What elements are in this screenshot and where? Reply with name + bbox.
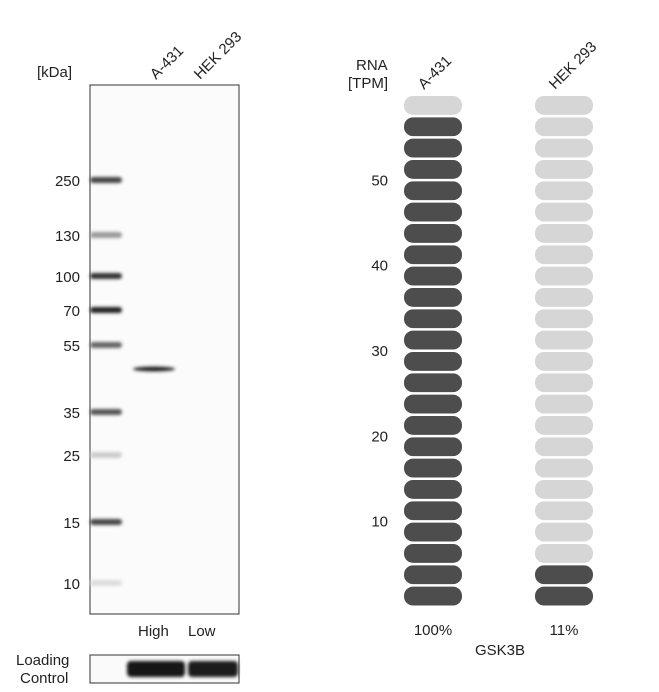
rna-pill (535, 565, 593, 585)
y-tick-label: 50 (371, 172, 388, 189)
rna-pill (404, 288, 462, 307)
rna-pill (535, 96, 593, 115)
rna-pill (404, 437, 462, 457)
loading-label: Loading (16, 652, 69, 669)
ladder-band (90, 177, 122, 183)
rna-pill (535, 522, 593, 542)
y-tick-label: 10 (371, 514, 388, 531)
rna-pill (404, 330, 462, 350)
marker-label: 70 (63, 303, 80, 320)
loading-label: Control (20, 670, 68, 687)
marker-label: 35 (63, 405, 80, 422)
rna-pill (535, 138, 593, 158)
ladder-band (90, 452, 122, 458)
rna-pill (404, 501, 462, 521)
sample-label: HEK 293 (546, 38, 600, 92)
rna-pill (404, 352, 462, 371)
rna-pill (404, 309, 462, 329)
rna-pill (535, 373, 593, 393)
rna-pill (535, 480, 593, 499)
lane-label: A-431 (147, 43, 187, 83)
rna-pill (535, 437, 593, 457)
rna-pill (404, 224, 462, 243)
rna-pill (535, 160, 593, 179)
rna-pill (535, 309, 593, 329)
rna-pill (404, 202, 462, 222)
lane-label: HEK 293 (191, 28, 245, 82)
loading-band (188, 661, 238, 677)
rna-pill (404, 138, 462, 158)
rna-pill (404, 480, 462, 499)
ladder-band (90, 342, 122, 348)
rna-pill (404, 373, 462, 393)
rna-pill (404, 458, 462, 478)
blot-frame (89, 84, 240, 615)
rna-pill (535, 352, 593, 371)
y-tick-label: 20 (371, 428, 388, 445)
rna-pill (535, 288, 593, 307)
gene-name: GSK3B (475, 642, 525, 659)
percent-label: 11% (550, 622, 579, 639)
loading-band (127, 661, 185, 677)
unit-label: [kDa] (37, 64, 72, 81)
rna-label: [TPM] (348, 75, 388, 92)
rna-pill (535, 202, 593, 222)
percent-label: 100% (414, 622, 452, 639)
ladder-band (90, 580, 122, 586)
ladder-band (90, 409, 122, 415)
y-tick-label: 40 (371, 258, 388, 275)
marker-label: 100 (55, 269, 80, 286)
marker-label: 250 (55, 173, 80, 190)
rna-pill (535, 458, 593, 478)
rna-pill (404, 522, 462, 542)
rna-pill (535, 224, 593, 243)
lane-level: High (138, 623, 169, 640)
rna-pill (535, 181, 593, 201)
rna-pill (535, 245, 593, 265)
rna-pill (404, 117, 462, 137)
rna-pill (535, 416, 593, 435)
ladder-band (90, 519, 122, 525)
band (133, 366, 175, 372)
rna-pill (404, 181, 462, 201)
rna-pill (535, 501, 593, 521)
ladder-band (90, 232, 122, 238)
rna-pill (404, 416, 462, 435)
rna-pill (535, 544, 593, 563)
rna-pill (535, 266, 593, 286)
y-tick-label: 30 (371, 343, 388, 360)
lane-level: Low (188, 623, 216, 640)
rna-pill (535, 586, 593, 606)
rna-pill (404, 96, 462, 115)
rna-pill (404, 245, 462, 265)
marker-label: 10 (63, 576, 80, 593)
rna-pill (404, 160, 462, 179)
marker-label: 25 (63, 448, 80, 465)
ladder-band (90, 307, 122, 313)
rna-pill (404, 544, 462, 563)
rna-pill (404, 565, 462, 585)
rna-label: RNA (356, 57, 388, 74)
marker-label: 130 (55, 228, 80, 245)
ladder-band (90, 273, 122, 279)
rna-pill (535, 330, 593, 350)
rna-pill (404, 586, 462, 606)
rna-pill (535, 394, 593, 414)
sample-label: A-431 (415, 53, 455, 93)
marker-label: 15 (63, 515, 80, 532)
marker-label: 55 (63, 338, 80, 355)
rna-pill (404, 266, 462, 286)
rna-pill (404, 394, 462, 414)
rna-pill (535, 117, 593, 137)
